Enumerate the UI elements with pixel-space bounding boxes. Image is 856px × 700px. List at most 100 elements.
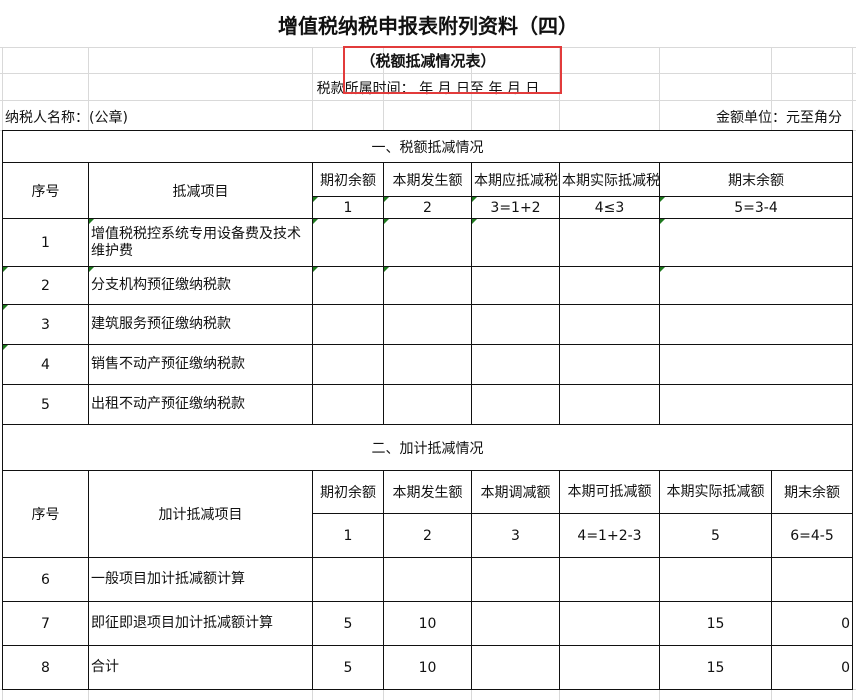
amount-cell[interactable] (659, 304, 853, 345)
section1-title: 一、税额抵减情况 (2, 130, 853, 163)
row-no[interactable]: 8 (2, 645, 89, 690)
amount-cell[interactable] (471, 601, 560, 646)
amount-cell[interactable] (383, 344, 472, 385)
row-item[interactable]: 一般项目加计抵减额计算 (88, 557, 313, 602)
header-closing: 期末余额 (771, 470, 853, 514)
row-item[interactable]: 增值税税控系统专用设备费及技术维护费 (88, 218, 313, 267)
table-row: 8 合计 5 10 15 0 (2, 645, 853, 690)
amount-cell[interactable] (559, 645, 660, 690)
table-row: 6 一般项目加计抵减额计算 (2, 557, 853, 602)
amount-cell[interactable]: 5 (312, 645, 384, 690)
col-number[interactable]: 5 (659, 513, 772, 558)
amount-cell[interactable] (383, 557, 472, 602)
row-no[interactable]: 4 (2, 344, 89, 385)
subtitle: （税额抵减情况表） (360, 52, 496, 70)
amount-cell[interactable] (383, 266, 472, 305)
amount-cell[interactable] (559, 557, 660, 602)
col-number[interactable]: 4≤3 (559, 196, 660, 219)
amount-cell[interactable] (471, 645, 560, 690)
col-number[interactable]: 5=3-4 (659, 196, 853, 219)
table-row: 1 增值税税控系统专用设备费及技术维护费 (2, 218, 853, 267)
amount-cell[interactable] (312, 384, 384, 425)
amount-cell[interactable] (312, 218, 384, 267)
row-no[interactable]: 3 (2, 304, 89, 345)
header-opening: 期初余额 (312, 470, 384, 514)
tax-deduction-table: 一、税额抵减情况 序号 抵减项目 期初余额 本期发生额 本期应抵减税额 本期实际… (2, 130, 853, 690)
col-number[interactable]: 6=4-5 (771, 513, 853, 558)
amount-cell[interactable] (559, 384, 660, 425)
amount-cell[interactable] (559, 266, 660, 305)
row-item[interactable]: 合计 (88, 645, 313, 690)
header-item: 抵减项目 (88, 162, 313, 219)
amount-cell[interactable] (771, 557, 853, 602)
header-actual: 本期实际抵减税额 (559, 162, 660, 197)
amount-cell[interactable] (471, 304, 560, 345)
col-number[interactable]: 1 (312, 513, 384, 558)
amount-cell[interactable] (659, 266, 853, 305)
table-row: 2 分支机构预征缴纳税款 (2, 266, 853, 305)
col-number[interactable]: 3 (471, 513, 560, 558)
amount-cell[interactable] (471, 344, 560, 385)
col-number[interactable]: 2 (383, 196, 472, 219)
col-number[interactable]: 3=1+2 (471, 196, 560, 219)
header-no: 序号 (2, 162, 89, 219)
col-number[interactable]: 2 (383, 513, 472, 558)
amount-cell[interactable]: 5 (312, 601, 384, 646)
amount-cell[interactable] (659, 557, 772, 602)
amount-cell[interactable] (383, 304, 472, 345)
header-current: 本期发生额 (383, 162, 472, 197)
amount-cell[interactable]: 10 (383, 645, 472, 690)
row-item[interactable]: 销售不动产预征缴纳税款 (88, 344, 313, 385)
amount-cell[interactable] (659, 384, 853, 425)
amount-cell[interactable] (312, 344, 384, 385)
amount-cell[interactable] (312, 304, 384, 345)
amount-cell[interactable] (471, 557, 560, 602)
amount-cell[interactable] (471, 384, 560, 425)
row-no[interactable]: 2 (2, 266, 89, 305)
row-no[interactable]: 5 (2, 384, 89, 425)
table-row: 5 出租不动产预征缴纳税款 (2, 384, 853, 425)
amount-cell[interactable] (471, 266, 560, 305)
row-item[interactable]: 建筑服务预征缴纳税款 (88, 304, 313, 345)
amount-cell[interactable] (383, 218, 472, 267)
amount-cell[interactable]: 0 (771, 645, 853, 690)
amount-cell[interactable] (471, 218, 560, 267)
table-row: 3 建筑服务预征缴纳税款 (2, 304, 853, 345)
gridline (0, 73, 856, 74)
col-number[interactable]: 1 (312, 196, 384, 219)
amount-cell[interactable]: 0 (771, 601, 853, 646)
amount-unit-label: 金额单位：元至角分 (716, 110, 842, 126)
amount-cell[interactable] (312, 557, 384, 602)
row-no[interactable]: 1 (2, 218, 89, 267)
row-no[interactable]: 7 (2, 601, 89, 646)
amount-cell[interactable]: 10 (383, 601, 472, 646)
header-current: 本期发生额 (383, 470, 472, 514)
col-number[interactable]: 4=1+2-3 (559, 513, 660, 558)
highlight-box (343, 46, 562, 94)
header-opening: 期初余额 (312, 162, 384, 197)
amount-cell[interactable] (559, 218, 660, 267)
amount-cell[interactable] (559, 601, 660, 646)
header-due: 本期应抵减税额 (471, 162, 560, 197)
amount-cell[interactable] (659, 344, 853, 385)
page-title: 增值税纳税申报表附列资料（四） (278, 14, 578, 38)
table-row: 4 销售不动产预征缴纳税款 (2, 344, 853, 385)
header-deductible: 本期可抵减额 (559, 470, 660, 514)
amount-cell[interactable] (559, 304, 660, 345)
amount-cell[interactable] (659, 218, 853, 267)
gridline (0, 100, 856, 101)
table-row: 7 即征即退项目加计抵减额计算 5 10 15 0 (2, 601, 853, 646)
row-item[interactable]: 即征即退项目加计抵减额计算 (88, 601, 313, 646)
row-item[interactable]: 出租不动产预征缴纳税款 (88, 384, 313, 425)
amount-cell[interactable] (383, 384, 472, 425)
amount-cell[interactable]: 15 (659, 601, 772, 646)
taxpayer-name-label[interactable]: 纳税人名称：(公章) (5, 110, 128, 126)
header-adjust: 本期调减额 (471, 470, 560, 514)
row-no[interactable]: 6 (2, 557, 89, 602)
header-closing: 期末余额 (659, 162, 853, 197)
row-item[interactable]: 分支机构预征缴纳税款 (88, 266, 313, 305)
section2-title: 二、加计抵减情况 (2, 424, 853, 471)
amount-cell[interactable] (559, 344, 660, 385)
amount-cell[interactable]: 15 (659, 645, 772, 690)
amount-cell[interactable] (312, 266, 384, 305)
